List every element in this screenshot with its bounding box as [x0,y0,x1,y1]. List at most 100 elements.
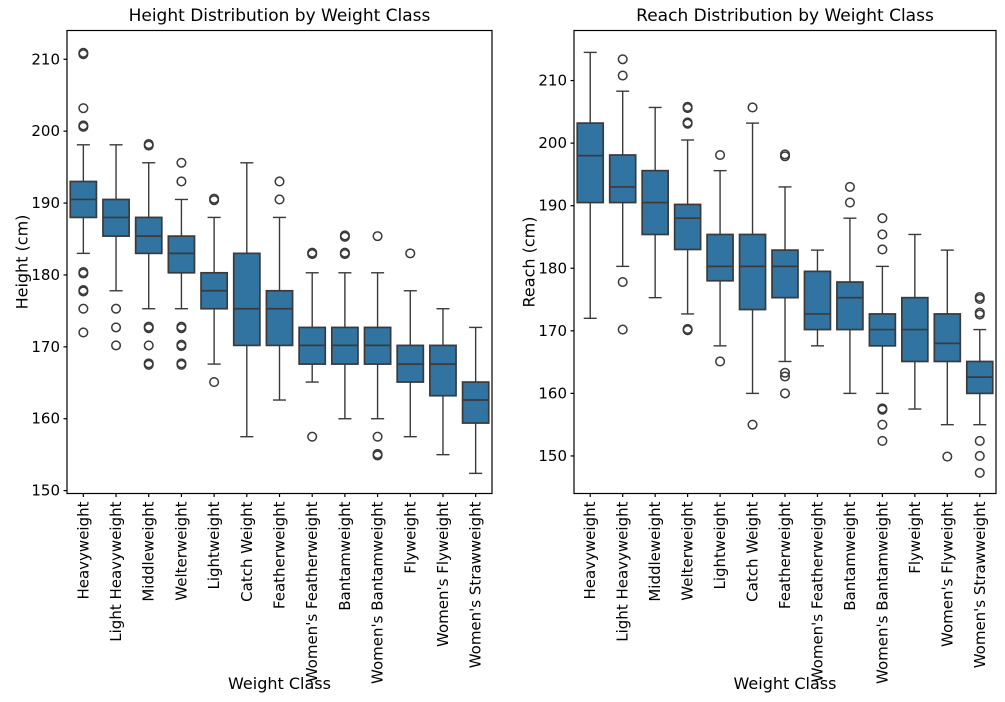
box-welterweight [673,101,702,336]
x-tick-label-women-s-flyweight: Women's Flyweight [938,501,956,647]
outlier-point [339,247,350,258]
box-catch-weight [738,102,767,430]
x-tick-label-featherweight: Featherweight [271,501,289,609]
box-middleweight [641,106,669,299]
outlier-point [617,70,628,81]
outlier-point [143,321,154,332]
x-tick-label-welterweight: Welterweight [679,501,697,600]
outlier-point [78,267,89,278]
outlier-point [617,324,628,335]
box-featherweight [265,176,294,401]
iqr-box [673,203,702,251]
outlier-point [372,431,383,442]
x-tick-label-heavyweight: Heavyweight [74,501,92,599]
box-flyweight [901,233,929,410]
outlier-point [78,303,89,314]
box-women-s-strawweight [965,291,994,478]
outlier-point [176,339,187,350]
x-tick-label-women-s-featherweight: Women's Featherweight [303,501,321,682]
x-axis-label: Weight Class [734,674,837,693]
outlier-point [877,213,888,224]
outlier-point [779,388,791,399]
box-women-s-featherweight [803,249,832,347]
outlier-point [877,435,888,446]
outlier-point [747,102,758,113]
box-women-s-featherweight [298,247,327,442]
y-tick-label: 190 [538,197,567,215]
outlier-point [877,419,888,430]
x-tick-label-catch-weight: Catch Weight [238,501,256,601]
outlier-point [176,176,187,187]
iqr-box [771,249,799,299]
outlier-point [779,371,791,382]
x-tick-label-women-s-strawweight: Women's Strawweight [467,501,485,668]
box-women-s-bantamweight [868,213,897,446]
outlier-point [339,230,350,241]
outlier-point [143,340,154,351]
y-tick-label: 160 [538,384,567,402]
x-tick-label-light-heavyweight: Light Heavyweight [107,501,125,641]
x-tick-label-women-s-bantamweight: Women's Bantamweight [369,501,387,684]
x-tick-label-women-s-featherweight: Women's Featherweight [808,501,826,682]
x-tick-label-bantamweight: Bantamweight [841,501,859,610]
x-tick-label-lightweight: Lightweight [711,501,729,589]
iqr-box [232,252,261,347]
box-women-s-flyweight [933,249,962,462]
box-lightweight [200,193,229,388]
iqr-box [461,381,490,424]
box-bantamweight [330,230,359,420]
x-tick-label-featherweight: Featherweight [776,501,794,609]
outlier-point [405,248,416,259]
outlier-point [78,327,89,338]
outlier-point [78,120,89,131]
x-tick-label-flyweight: Flyweight [906,501,924,573]
outlier-point [307,247,318,258]
y-tick-label: 200 [538,134,567,152]
x-tick-label-middleweight: Middleweight [646,501,664,601]
outlier-point [176,358,187,369]
chart-title: Reach Distribution by Weight Class [636,6,934,26]
x-tick-label-lightweight: Lightweight [205,501,223,589]
outlier-point [78,284,89,296]
box-bantamweight [836,181,864,395]
box-women-s-flyweight [429,308,457,456]
outlier-point [974,450,985,462]
outlier-point [682,101,693,112]
y-tick-label: 210 [31,50,60,68]
outlier-point [176,157,187,168]
box-heavyweight [69,47,98,338]
outlier-point [274,194,285,205]
outlier-point [372,448,383,460]
outlier-point [617,276,628,288]
x-tick-label-middleweight: Middleweight [140,501,158,601]
y-tick-label: 170 [31,338,60,356]
box-lightweight [706,149,734,367]
x-tick-label-women-s-bantamweight: Women's Bantamweight [873,501,891,684]
outlier-point [307,431,318,442]
y-tick-label: 150 [31,482,60,500]
x-tick-label-light-heavyweight: Light Heavyweight [614,501,632,641]
y-tick-label: 180 [538,259,567,277]
outlier-point [682,323,693,334]
box-women-s-strawweight [461,326,490,475]
y-axis-label: Reach (cm) [520,217,539,308]
iqr-box [933,313,962,363]
outlier-point [78,47,89,58]
outlier-point [110,322,122,333]
outlier-point [974,467,985,478]
x-tick-label-women-s-strawweight: Women's Strawweight [971,501,989,668]
y-tick-label: 210 [538,72,567,90]
outlier-point [176,321,187,332]
iqr-box [803,270,832,331]
reach-boxplot: Reach Distribution by Weight Class Reach … [520,6,997,693]
outlier-point [372,231,383,242]
outlier-point [143,358,154,369]
y-tick-label: 160 [31,410,60,428]
iqr-box [836,281,864,331]
box-middleweight [134,139,163,370]
outlier-point [974,435,985,446]
iqr-box [738,233,767,311]
outlier-point [779,149,791,160]
